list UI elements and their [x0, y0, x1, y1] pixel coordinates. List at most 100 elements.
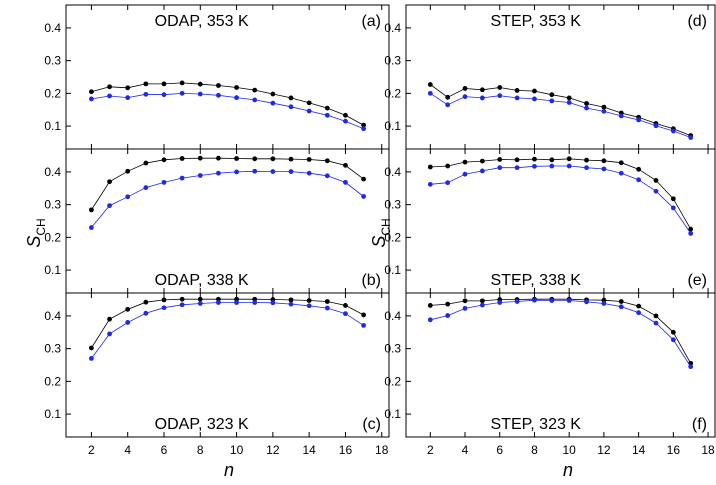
x-tick-label: 18 [375, 443, 389, 457]
data-point-black [270, 156, 276, 162]
data-point-blue [306, 170, 312, 176]
data-point-black [288, 95, 294, 101]
data-point-black [549, 157, 555, 163]
y-tick-label: 0.2 [44, 86, 61, 100]
data-point-blue [427, 181, 433, 187]
y-tick-label: 0.3 [384, 342, 401, 356]
data-point-blue [549, 163, 555, 169]
x-tick-label: 10 [230, 443, 244, 457]
data-point-black [653, 178, 659, 183]
data-point-blue [288, 301, 294, 307]
data-point-blue [179, 90, 185, 96]
x-tick-label: 18 [701, 443, 715, 457]
data-point-blue [462, 305, 468, 311]
y-tick-label: 0.1 [384, 407, 401, 421]
y-tick-label: 0.1 [44, 119, 61, 133]
data-point-blue [427, 90, 433, 96]
data-point-blue [270, 169, 276, 174]
panel-title: STEP, 323 K [491, 416, 582, 433]
data-point-black [197, 155, 203, 161]
data-point-blue [618, 113, 624, 119]
data-point-blue [343, 311, 348, 317]
data-point-black [161, 157, 167, 163]
panel-1: 0.1 0.2 0.3 0.4 STEP, 353 K (d) [384, 4, 716, 150]
data-point-black [653, 313, 659, 319]
x-tick-label: 2 [88, 443, 95, 457]
data-point-black [324, 299, 330, 304]
x-tick-label: 4 [124, 443, 131, 457]
data-point-blue [514, 95, 520, 101]
x-tick-label: 6 [161, 443, 168, 457]
y-tick-label: 0.4 [384, 21, 401, 35]
data-point-black [618, 299, 624, 304]
data-point-black [234, 156, 239, 161]
data-point-blue [427, 317, 433, 323]
series-line-blue [91, 92, 364, 130]
data-point-black [179, 296, 185, 302]
data-point-blue [361, 126, 366, 132]
data-point-black [234, 85, 239, 90]
data-point-blue [445, 102, 451, 108]
panel-3: 0.1 0.2 0.3 0.4 STEP, 338 K (e) [384, 148, 716, 294]
data-point-blue [636, 117, 642, 123]
data-point-blue [445, 313, 451, 318]
data-point-black [514, 88, 520, 93]
series-line-blue [430, 165, 692, 234]
data-point-blue [566, 163, 572, 169]
panel-title: ODAP, 338 K [155, 272, 249, 289]
data-point-blue [653, 123, 659, 129]
data-point-black [497, 157, 503, 162]
data-point-black [343, 162, 348, 168]
data-point-blue [288, 104, 294, 110]
x-tick-label: 14 [632, 443, 646, 457]
data-point-black [427, 303, 433, 308]
data-point-black [479, 87, 485, 93]
data-point-blue [216, 92, 221, 98]
x-tick-label: 8 [531, 443, 538, 457]
data-point-black [479, 298, 485, 304]
data-point-blue [549, 298, 555, 303]
x-tick-label: 12 [597, 443, 611, 457]
data-point-blue [197, 91, 203, 97]
data-point-black [636, 303, 642, 309]
data-point-blue [197, 173, 203, 178]
data-point-black [532, 88, 537, 94]
data-point-black [670, 196, 676, 202]
x-tick-label: 2 [427, 443, 434, 457]
data-point-black [179, 156, 185, 161]
data-point-blue [462, 171, 468, 177]
data-point-blue [445, 180, 451, 186]
data-point-black [324, 105, 330, 111]
x-tick-label: 16 [667, 443, 681, 457]
y-axis-label-left: SCH [24, 218, 48, 247]
data-point-blue [324, 173, 330, 179]
data-point-black [514, 157, 520, 163]
panel-frame [65, 292, 390, 438]
data-point-blue [653, 188, 659, 194]
panel-title: STEP, 338 K [491, 272, 582, 289]
y-tick-label: 0.2 [44, 230, 61, 244]
y-axis-label-left-main: S [24, 236, 44, 248]
data-point-black [343, 112, 348, 118]
data-point-blue [670, 337, 676, 343]
data-point-black [427, 164, 433, 170]
x-axis-label-left: n [224, 460, 234, 480]
data-point-black [306, 298, 312, 303]
data-point-blue [566, 100, 572, 105]
data-point-blue [361, 323, 366, 328]
y-tick-label: 0.4 [44, 21, 61, 35]
panel-letter: (f) [692, 416, 707, 433]
y-tick-label: 0.3 [44, 54, 61, 68]
data-point-black [462, 86, 468, 91]
y-tick-label: 0.3 [384, 54, 401, 68]
data-point-black [462, 159, 468, 165]
data-point-black [161, 297, 167, 303]
data-point-black [584, 157, 589, 163]
panel-title: ODAP, 353 K [155, 13, 249, 30]
y-tick-label: 0.1 [384, 263, 401, 277]
data-point-blue [324, 112, 330, 118]
data-point-blue [89, 225, 94, 230]
data-point-blue [549, 98, 555, 104]
data-point-black [252, 87, 258, 93]
data-point-blue [161, 305, 167, 311]
